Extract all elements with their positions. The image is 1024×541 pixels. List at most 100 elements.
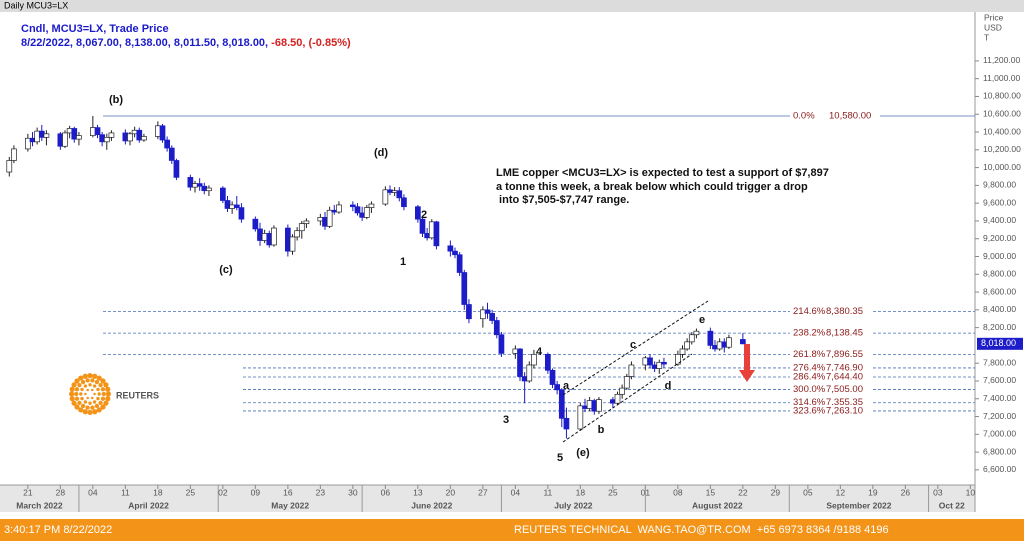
candle-body [651,364,658,369]
title-bar [0,0,1024,12]
candle-body [108,132,115,138]
candle-body [693,330,700,336]
candle-body [428,221,435,239]
logo-text: REUTERS [116,390,159,400]
candle-body [740,339,746,345]
logo-dot [94,379,100,385]
logo-dot [101,391,106,397]
wave-label: (b) [109,94,123,106]
logo-dot [100,378,106,384]
level-value: 7,896.55 [826,349,863,360]
candle-body [461,272,468,305]
y-axis-label: USD [984,22,1002,32]
candle-body [577,405,584,430]
x-tick-label: 21 [23,487,33,497]
y-tick-label: 9,400.00 [983,215,1016,225]
channel-lower [562,353,693,443]
candle-body [688,334,695,343]
logo-dot [78,407,84,413]
y-tick-label: 7,000.00 [983,429,1016,439]
candle-body [484,309,491,314]
candle-body [391,190,398,193]
candle-body [168,147,175,161]
x-tick-label: 13 [413,487,423,497]
candle-body [554,384,560,391]
level-label-bg [790,383,872,396]
wave-label: 4 [536,346,543,358]
candle-body [415,206,421,220]
candle-body [586,400,593,409]
logo-dot [82,409,88,415]
logo-dot [93,392,96,396]
level-label-bg [790,348,872,361]
level-label-bg [790,327,872,340]
annotation: LME copper <MCU3=LX> is expected to test… [496,167,829,179]
last-price-label: 8,018.00 [981,338,1016,348]
candle-body [229,204,235,209]
logo-dot [96,396,100,401]
logo-dot [105,396,111,402]
logo-dot [71,400,77,406]
logo-dot [80,403,86,409]
logo-dot [74,391,79,397]
candle-body [619,387,625,395]
candle-body [303,220,310,224]
level-ratio: 276.4% [793,362,826,373]
candle-body [466,304,472,320]
x-tick-label: 18 [153,487,163,497]
candle-body [596,399,602,412]
candle-body [298,223,305,232]
logo-dot [79,392,83,396]
candle-body [363,207,370,218]
logo-dot [97,392,101,396]
candle-body [136,129,143,141]
level-ratio: 238.2% [793,328,826,339]
y-axis-label: Price [984,12,1004,22]
candle-body [38,130,45,138]
x-tick-label: 04 [88,487,98,497]
logo-dot [80,379,86,385]
candle-body [155,125,161,137]
x-tick-label: 28 [56,487,66,497]
candle-body [614,393,621,404]
logo-dot [96,387,100,392]
y-tick-label: 8,600.00 [983,286,1016,296]
candle-body [266,233,273,246]
logo-dot [105,386,111,392]
header-values: 8/22/2022, 8,067.00, 8,138.00, 8,011.50,… [21,37,351,49]
candle-body [521,376,528,382]
y-tick-label: 10,800.00 [983,91,1021,101]
x-tick-label: 16 [283,487,293,497]
wave-label: e [699,314,705,326]
level-label-bg [790,371,872,384]
logo-dot [105,391,111,397]
candle-body [716,341,723,350]
candle-body [628,364,635,377]
footer-bar [0,519,1024,541]
candle-body [661,361,667,365]
y-tick-label: 10,400.00 [983,126,1021,136]
level-ratio: 300.0% [793,384,826,395]
candle-body [623,376,630,389]
candle-body [336,204,342,213]
candle-body [387,189,393,193]
wave-label: 3 [503,414,509,426]
x-tick-label: 22 [738,487,748,497]
y-axis-label: T [984,32,989,42]
y-tick-label: 6,600.00 [983,464,1016,474]
header-ohlc: 8/22/2022, 8,067.00, 8,138.00, 8,011.50,… [21,37,268,49]
candle-body [396,190,403,199]
candle-body [192,183,198,188]
candle-body [326,209,333,227]
candle-body [382,189,389,205]
y-tick-label: 7,200.00 [983,411,1016,421]
candle-body [684,341,690,350]
down-arrow [739,344,755,382]
level-value: 8,380.35 [826,306,863,317]
level-label-bg [790,404,872,417]
x-tick-label: 12 [836,487,846,497]
x-tick-label: 27 [478,487,488,497]
logo-dot [88,383,92,387]
